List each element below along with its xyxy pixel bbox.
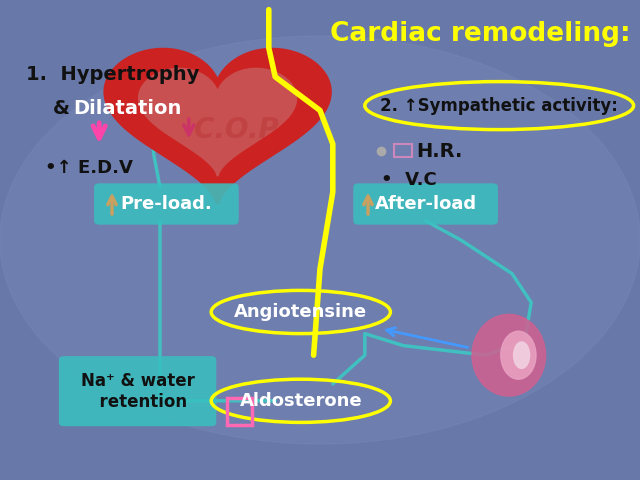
FancyBboxPatch shape	[353, 183, 498, 225]
Polygon shape	[140, 69, 296, 175]
Text: H.R.: H.R.	[416, 142, 462, 161]
Text: C.O.P: C.O.P	[195, 116, 279, 144]
Bar	[394, 144, 412, 157]
Ellipse shape	[501, 331, 536, 379]
Text: 2. ↑Sympathetic activity:: 2. ↑Sympathetic activity:	[380, 96, 618, 115]
Text: •  V.C: • V.C	[381, 171, 436, 189]
FancyBboxPatch shape	[94, 183, 239, 225]
Text: Cardiac remodeling:: Cardiac remodeling:	[330, 21, 630, 47]
Text: Angiotensine: Angiotensine	[234, 303, 367, 321]
Ellipse shape	[514, 342, 530, 369]
Text: 1.  Hypertrophy: 1. Hypertrophy	[26, 65, 199, 84]
Polygon shape	[106, 50, 329, 202]
Text: Dilatation: Dilatation	[74, 98, 182, 118]
Bar	[227, 398, 252, 425]
Text: &: &	[26, 98, 76, 118]
Text: After-load: After-load	[374, 195, 477, 213]
Text: Na⁺ & water
  retention: Na⁺ & water retention	[81, 372, 195, 410]
Text: Pre-load.: Pre-load.	[120, 195, 212, 213]
FancyBboxPatch shape	[59, 356, 216, 426]
Ellipse shape	[0, 36, 640, 444]
Ellipse shape	[472, 314, 545, 396]
Text: •↑ E.D.V: •↑ E.D.V	[45, 159, 132, 177]
Text: Aldosterone: Aldosterone	[239, 392, 362, 410]
